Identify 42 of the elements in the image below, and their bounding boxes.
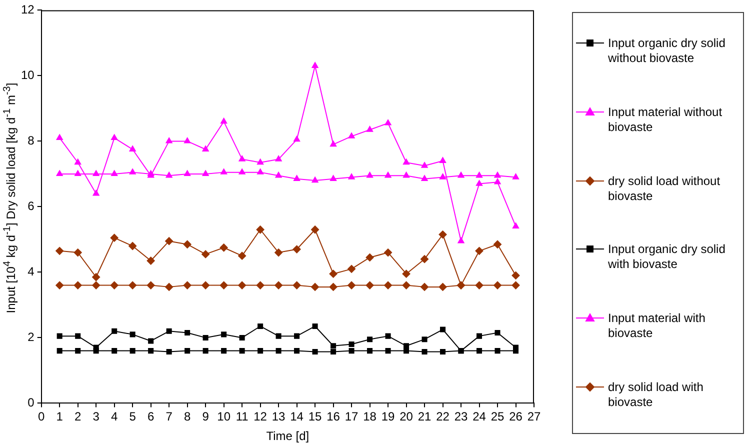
- x-tick-label: 6: [147, 410, 154, 424]
- legend-label: Input organic dry solid with biovaste: [608, 242, 726, 272]
- y-tick-label: 12: [20, 2, 35, 17]
- x-tick-label: 8: [184, 410, 191, 424]
- y-tick-label: 6: [28, 199, 35, 214]
- legend-label: dry solid load without biovaste: [608, 174, 722, 204]
- x-axis-title: Time [d]: [266, 429, 310, 444]
- legend-label: Input material without biovaste: [608, 104, 724, 135]
- x-tick-label: 0: [38, 410, 46, 424]
- x-tick-label: 5: [129, 410, 136, 424]
- x-tick-label: 11: [236, 410, 249, 424]
- x-tick-label: 25: [490, 410, 504, 424]
- x-tick-label: 3: [92, 410, 100, 424]
- x-tick-label: 2: [74, 410, 82, 424]
- x-tick-label: 16: [326, 410, 340, 424]
- x-tick-label: 24: [472, 410, 486, 424]
- y-tick-label: 2: [28, 330, 35, 344]
- x-tick-label: 10: [217, 410, 231, 424]
- x-tick-label: 7: [166, 410, 173, 424]
- x-tick-label: 13: [272, 410, 286, 424]
- y-tick-label: 0: [28, 396, 35, 410]
- x-tick-label: 23: [454, 410, 468, 424]
- legend-label: Input material with biovaste: [608, 310, 706, 341]
- x-tick-label: 20: [400, 410, 414, 424]
- x-tick-label: 17: [344, 410, 359, 424]
- x-tick-label: 19: [381, 410, 396, 424]
- x-tick-label: 26: [509, 410, 523, 424]
- x-tick-label: 12: [254, 410, 268, 424]
- x-tick-label: 1: [56, 410, 64, 424]
- x-tick-label: 9: [202, 410, 210, 424]
- x-tick-label: 4: [110, 410, 118, 424]
- y-tick-label: 8: [28, 134, 35, 148]
- legend-label: Input organic dry solid without biovaste: [608, 36, 726, 66]
- x-tick-label: 15: [308, 410, 322, 424]
- y-tick-label: 4: [28, 264, 35, 279]
- x-tick-label: 27: [527, 410, 541, 424]
- legend-label: dry solid load with biovaste: [608, 380, 704, 410]
- x-tick-label: 18: [363, 410, 377, 424]
- x-tick-label: 14: [290, 410, 304, 424]
- x-tick-label: 21: [418, 410, 432, 424]
- y-tick-label: 10: [20, 68, 35, 82]
- x-tick-label: 22: [436, 410, 450, 424]
